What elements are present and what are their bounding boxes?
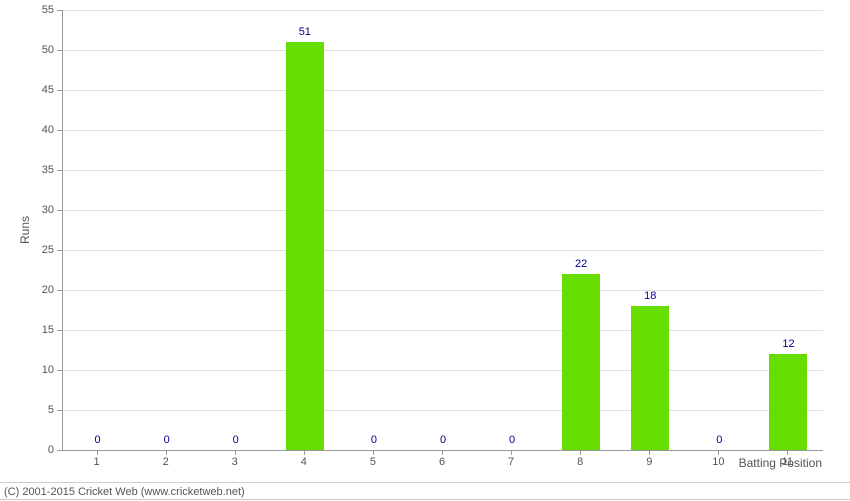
y-tick-label: 35 [0, 164, 54, 176]
gridline [63, 130, 823, 131]
bar [286, 42, 324, 450]
y-tick-mark [57, 330, 62, 331]
y-tick-mark [57, 210, 62, 211]
x-tick-label: 3 [232, 456, 238, 468]
gridline [63, 210, 823, 211]
plot-area: 0 0 0 51 0 0 0 22 18 0 12 [62, 10, 823, 451]
x-tick-label: 2 [163, 456, 169, 468]
y-tick-label: 45 [0, 84, 54, 96]
y-tick-label: 5 [0, 404, 54, 416]
y-tick-label: 55 [0, 4, 54, 16]
y-tick-mark [57, 290, 62, 291]
bar-value-label: 0 [440, 434, 446, 446]
gridline [63, 250, 823, 251]
x-tick-label: 4 [301, 456, 307, 468]
y-tick-label: 0 [0, 444, 54, 456]
x-tick-mark [718, 450, 719, 455]
x-tick-label: 6 [439, 456, 445, 468]
gridline [63, 170, 823, 171]
y-tick-mark [57, 370, 62, 371]
bar-value-label: 0 [164, 434, 170, 446]
gridline [63, 50, 823, 51]
y-tick-label: 25 [0, 244, 54, 256]
bar-value-label: 22 [575, 258, 587, 270]
bar-value-label: 0 [233, 434, 239, 446]
x-tick-label: 8 [577, 456, 583, 468]
y-tick-mark [57, 410, 62, 411]
x-tick-mark [442, 450, 443, 455]
x-tick-label: 1 [93, 456, 99, 468]
bar-value-label: 0 [94, 434, 100, 446]
bar-value-label: 12 [782, 338, 794, 350]
bar [562, 274, 600, 450]
y-tick-mark [57, 90, 62, 91]
x-tick-mark [235, 450, 236, 455]
gridline [63, 370, 823, 371]
y-tick-mark [57, 130, 62, 131]
copyright-footer: (C) 2001-2015 Cricket Web (www.cricketwe… [0, 482, 850, 500]
gridline [63, 410, 823, 411]
x-tick-mark [166, 450, 167, 455]
bar-value-label: 0 [716, 434, 722, 446]
x-tick-mark [511, 450, 512, 455]
y-tick-label: 50 [0, 44, 54, 56]
bar [631, 306, 669, 450]
x-tick-mark [97, 450, 98, 455]
gridline [63, 330, 823, 331]
x-tick-mark [304, 450, 305, 455]
x-tick-mark [787, 450, 788, 455]
y-tick-mark [57, 250, 62, 251]
x-tick-label: 9 [646, 456, 652, 468]
gridline [63, 10, 823, 11]
y-tick-mark [57, 50, 62, 51]
x-tick-label: 10 [712, 456, 724, 468]
x-tick-label: 5 [370, 456, 376, 468]
x-tick-mark [373, 450, 374, 455]
y-tick-mark [57, 450, 62, 451]
y-tick-mark [57, 170, 62, 171]
runs-by-batting-position-chart: 000510002218012 0510152025303540455055 1… [0, 0, 850, 480]
bar-value-label: 0 [509, 434, 515, 446]
x-axis-label: Batting Position [739, 456, 822, 470]
bar [769, 354, 807, 450]
y-tick-label: 20 [0, 284, 54, 296]
y-tick-label: 15 [0, 324, 54, 336]
bar-value-label: 18 [644, 290, 656, 302]
bar-value-label: 0 [371, 434, 377, 446]
y-tick-label: 10 [0, 364, 54, 376]
gridline [63, 90, 823, 91]
x-tick-mark [649, 450, 650, 455]
y-tick-mark [57, 10, 62, 11]
x-tick-mark [580, 450, 581, 455]
bar-value-label: 51 [299, 26, 311, 38]
x-tick-label: 7 [508, 456, 514, 468]
gridline [63, 290, 823, 291]
y-tick-label: 40 [0, 124, 54, 136]
y-axis-label: Runs [18, 216, 32, 244]
y-tick-label: 30 [0, 204, 54, 216]
